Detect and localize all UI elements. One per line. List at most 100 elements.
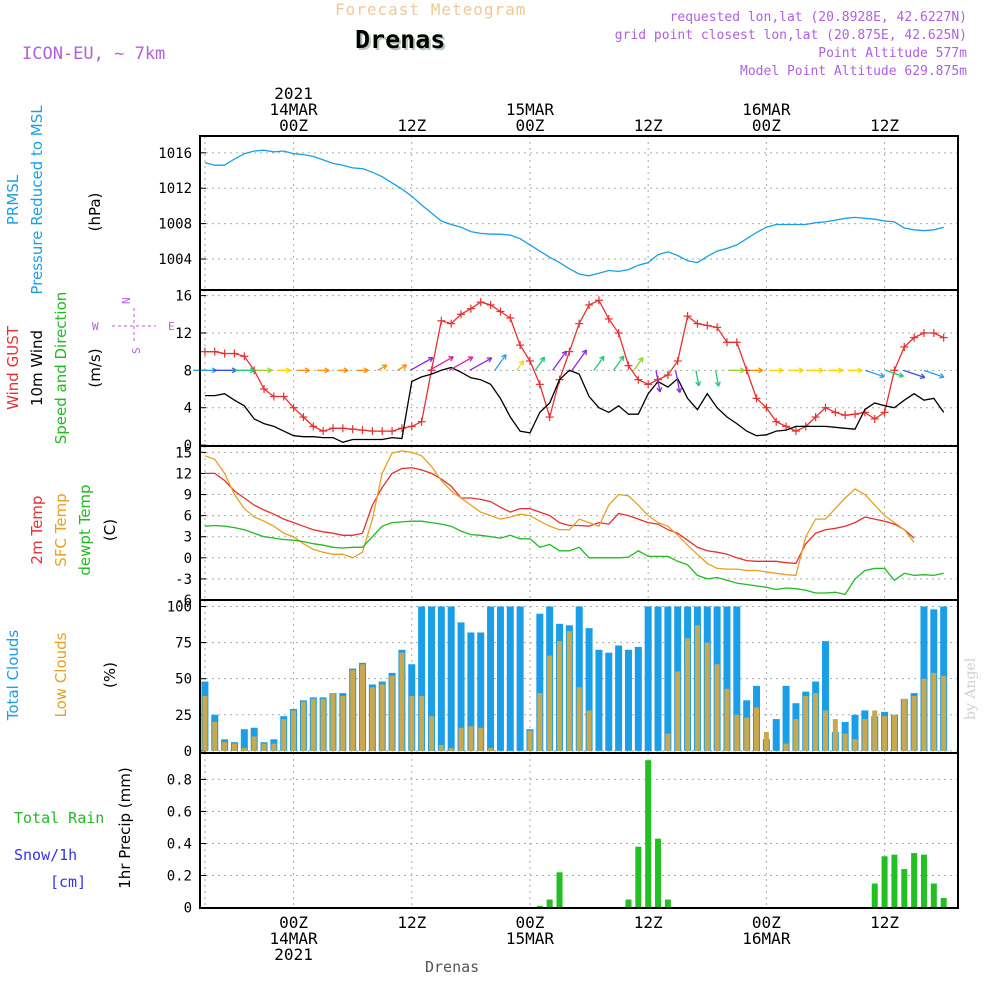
time-label-bottom: 00Z xyxy=(516,913,545,932)
time-label-bottom: 2021 xyxy=(274,945,313,964)
gust-marker xyxy=(388,427,397,436)
gust-marker xyxy=(919,328,928,337)
gust-marker xyxy=(900,342,909,351)
gust-marker xyxy=(309,422,318,431)
precip-bar xyxy=(291,710,297,751)
precip-bar xyxy=(575,606,583,751)
series-line xyxy=(204,299,944,432)
gust-marker xyxy=(260,385,269,394)
precip-bar xyxy=(458,727,464,751)
gust-marker xyxy=(870,414,879,423)
panel-label: Total Rain xyxy=(14,809,104,827)
panel-frame xyxy=(199,752,959,909)
wind-arrow xyxy=(410,356,434,371)
gust-marker xyxy=(200,347,209,356)
precip-bar xyxy=(644,606,652,751)
y-tick-label: 0 xyxy=(184,744,192,760)
precip-bar xyxy=(724,688,730,751)
gust-marker xyxy=(624,361,633,370)
panel-label: Snow/1h xyxy=(14,846,77,864)
gust-marker xyxy=(880,408,889,417)
precip-bar xyxy=(360,664,366,751)
precip-bar xyxy=(940,897,947,908)
precip-bar xyxy=(624,649,632,751)
precip-bar xyxy=(409,695,415,751)
wind-arrow xyxy=(469,357,493,371)
wind-arrow xyxy=(276,367,291,374)
precip-bar xyxy=(842,733,848,751)
precip-bar xyxy=(655,838,662,908)
panel-label: Total Clouds xyxy=(4,630,22,722)
precip-bar xyxy=(536,905,543,908)
precip-bar xyxy=(506,606,514,751)
y-tick-label: 16 xyxy=(175,289,192,305)
model-label: ICON-EU, ~ 7km xyxy=(22,44,166,64)
precip-bar xyxy=(281,719,287,751)
gust-marker xyxy=(496,307,505,316)
y-tick-label: 12 xyxy=(175,466,192,482)
gust-marker xyxy=(368,427,377,436)
precip-bar xyxy=(241,747,247,751)
precip-bar xyxy=(556,872,563,908)
panel-label: (hPa) xyxy=(86,193,104,232)
gust-marker xyxy=(683,312,692,321)
precip-bar xyxy=(379,684,385,751)
wind-arrow xyxy=(212,367,237,374)
gust-marker xyxy=(722,338,731,347)
precip-bar xyxy=(240,729,248,751)
wind-arrow xyxy=(633,356,644,371)
gust-marker xyxy=(545,413,554,422)
precip-bar xyxy=(704,642,710,751)
precip-bar xyxy=(427,606,435,751)
gust-marker xyxy=(210,347,219,356)
precip-bar xyxy=(851,714,859,751)
precip-bar xyxy=(566,631,572,751)
wind-arrow xyxy=(377,364,388,371)
precip-bar xyxy=(931,672,937,751)
precip-bar xyxy=(821,641,829,751)
gust-marker xyxy=(289,403,298,412)
precip-bar xyxy=(399,652,405,751)
y-tick-label: -3 xyxy=(175,572,192,588)
gust-marker xyxy=(279,392,288,401)
precip-bar xyxy=(428,716,434,751)
precip-bar xyxy=(468,726,474,751)
precip-bar xyxy=(891,854,898,908)
precip-bar xyxy=(310,698,316,751)
y-tick-label: 4 xyxy=(184,401,192,417)
gust-marker xyxy=(299,413,308,422)
y-tick-label: 1016 xyxy=(158,146,192,162)
wind-arrow xyxy=(788,367,804,374)
point-altitude: Point Altitude 577m xyxy=(818,46,967,61)
precip-bar xyxy=(733,606,741,751)
time-label-bottom: 12Z xyxy=(634,913,663,932)
compass-s: S xyxy=(130,347,143,354)
gust-marker xyxy=(220,349,229,358)
gust-marker xyxy=(604,314,613,323)
gust-marker xyxy=(407,422,416,431)
precip-bar xyxy=(852,739,858,751)
precip-bar xyxy=(595,649,603,751)
precip-bar xyxy=(921,678,927,751)
precip-bar xyxy=(202,695,208,751)
gust-marker xyxy=(594,296,603,305)
panel-label: PRMSL xyxy=(4,174,22,225)
y-tick-label: 8 xyxy=(184,363,192,379)
precip-bar xyxy=(714,664,720,751)
grid-coords: grid point closest lon,lat (20.875E, 42.… xyxy=(614,28,967,43)
precip-bar xyxy=(516,606,524,751)
wind-arrow xyxy=(923,369,945,379)
precip-bar xyxy=(389,675,395,751)
precip-bar xyxy=(832,719,838,751)
compass-n: N xyxy=(120,297,133,304)
time-label-top: 2021 xyxy=(274,84,313,103)
time-label-top: 14MAR xyxy=(269,100,318,119)
wind-arrow xyxy=(396,364,408,371)
series-line xyxy=(204,520,944,596)
meteogram-subtitle: Forecast Meteogram xyxy=(335,0,527,19)
wind-arrow xyxy=(612,355,625,371)
precip-bar xyxy=(418,606,426,751)
wind-arrow xyxy=(847,367,863,374)
footer-station: Drenas xyxy=(425,958,480,976)
wind-arrow xyxy=(516,360,525,371)
